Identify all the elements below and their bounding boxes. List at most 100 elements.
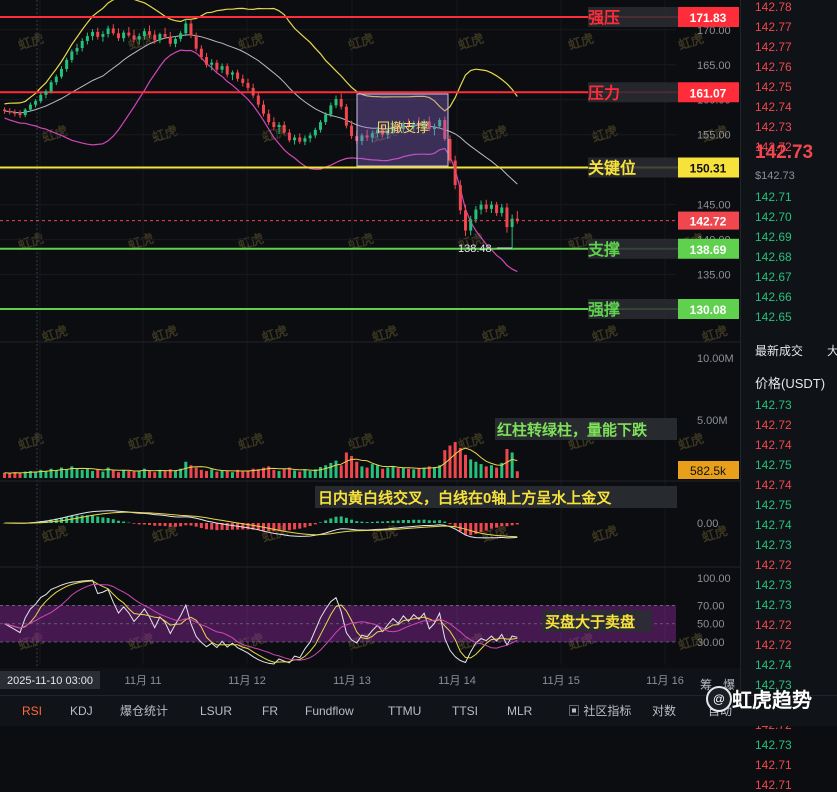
- candle-body: [142, 31, 146, 37]
- macd-histogram-bar: [137, 523, 141, 525]
- volume-bar: [365, 467, 369, 478]
- volume-bar: [18, 473, 22, 478]
- volume-bar: [339, 465, 343, 478]
- macd-histogram-bar: [148, 523, 152, 525]
- volume-bar: [458, 447, 462, 478]
- level-value-box: [678, 299, 739, 319]
- volume-bar: [360, 466, 364, 478]
- volume-bar: [111, 470, 115, 478]
- macd-histogram-bar: [173, 523, 177, 527]
- level-label: 强压: [588, 9, 620, 27]
- middle-band: [4, 34, 518, 185]
- candle-body: [225, 66, 229, 75]
- candle-body: [106, 28, 110, 34]
- tab-fr[interactable]: FR: [262, 704, 278, 718]
- ask-price: 142.75: [755, 80, 792, 94]
- volume-bar: [96, 469, 100, 478]
- tab-lsur[interactable]: LSUR: [200, 704, 233, 718]
- candle-body: [173, 38, 177, 44]
- level-value: 171.83: [690, 11, 727, 25]
- volume-bar: [148, 471, 152, 478]
- candle-body: [370, 133, 374, 138]
- bid-price: 142.67: [755, 270, 792, 284]
- volume-bar: [70, 466, 74, 478]
- box-label: 回撤支撑: [377, 120, 429, 135]
- macd-panel: 0.00 日内黄白线交叉，白线在0轴上方呈水上金叉: [0, 480, 740, 539]
- candle-body: [458, 185, 462, 211]
- volume-bar: [132, 471, 136, 478]
- candle-body: [391, 126, 395, 131]
- candle-body: [334, 99, 338, 106]
- tab-ttsi[interactable]: TTSI: [452, 704, 478, 718]
- log-scale-toggle[interactable]: 对数: [652, 704, 677, 718]
- macd-histogram-bar: [391, 520, 395, 523]
- candle-body: [230, 72, 234, 75]
- candle-body: [417, 122, 421, 125]
- candle-body: [448, 138, 452, 161]
- volume-bar: [505, 449, 509, 478]
- candle-body: [153, 34, 157, 41]
- ask-price: 142.77: [755, 20, 792, 34]
- candle-body: [251, 87, 255, 96]
- tab-ttmu[interactable]: TTMU: [388, 704, 422, 718]
- candle-body: [189, 23, 193, 36]
- volume-current-box: [678, 461, 739, 479]
- macd-histogram-bar: [293, 523, 297, 530]
- macd-histogram-bar: [375, 521, 379, 523]
- volume-bar: [137, 470, 141, 478]
- volume-tick-label: 5.00M: [697, 415, 728, 427]
- volume-bar: [179, 468, 183, 478]
- rsi-tick-label: 70.00: [697, 600, 725, 612]
- candle-body: [313, 129, 317, 136]
- volume-bar: [303, 469, 307, 478]
- macd-histogram-bar: [500, 523, 504, 527]
- time-tick-label: 11月 11: [125, 675, 162, 687]
- macd-histogram-bar: [272, 523, 276, 532]
- tab-rsi[interactable]: RSI: [22, 704, 43, 718]
- candle-body: [18, 113, 22, 116]
- order-book-panel: 142.78 142.77 142.77 142.76 142.75 142.74 142.…: [740, 0, 837, 792]
- time-cursor-box: [0, 671, 100, 689]
- volume-bar: [391, 466, 395, 478]
- tab-mlr[interactable]: MLR: [507, 704, 533, 718]
- volume-bar: [422, 467, 426, 478]
- rsi-tick-label: 30.00: [697, 637, 725, 649]
- candle-body: [132, 35, 136, 40]
- candle-body: [91, 31, 95, 37]
- price-tick-label: 170.00: [697, 25, 731, 37]
- community-indicators-button[interactable]: ▣ 社区指标: [568, 704, 632, 718]
- volume-bar: [251, 468, 255, 478]
- bid-price: 142.65: [755, 310, 792, 324]
- candle-body: [122, 32, 126, 39]
- tab-kdj[interactable]: KDJ: [70, 704, 93, 718]
- candle-body: [515, 218, 519, 221]
- last-price-usd: $142.73: [755, 170, 795, 182]
- candle-body: [350, 125, 354, 137]
- volume-bar: [236, 469, 240, 478]
- candle-body: [381, 129, 385, 135]
- trade-price: 142.74: [755, 518, 792, 532]
- macd-histogram-bar: [225, 523, 229, 531]
- level-value: 161.07: [690, 86, 727, 100]
- level-label: 压力: [588, 83, 620, 102]
- volume-bar: [407, 468, 411, 478]
- volume-bar: [13, 472, 17, 478]
- tab-cut-1[interactable]: 筹: [700, 678, 713, 692]
- volume-bar: [267, 466, 271, 478]
- macd-histogram-bar: [101, 517, 105, 523]
- candle-body: [13, 112, 17, 114]
- volume-bar: [344, 452, 348, 478]
- candle-body: [80, 40, 84, 48]
- macd-histogram-bar: [339, 516, 343, 523]
- macd-histogram-bar: [199, 523, 203, 528]
- tab-爆仓统计[interactable]: 爆仓统计: [120, 704, 169, 718]
- tab-fundflow[interactable]: Fundflow: [305, 704, 354, 718]
- volume-bar: [510, 452, 514, 478]
- macd-histogram-bar: [96, 516, 100, 523]
- volume-bar: [215, 471, 219, 478]
- candle-body: [329, 105, 333, 115]
- candle-body: [199, 48, 203, 58]
- macd-histogram-bar: [344, 517, 348, 523]
- level-value-box: [678, 157, 739, 178]
